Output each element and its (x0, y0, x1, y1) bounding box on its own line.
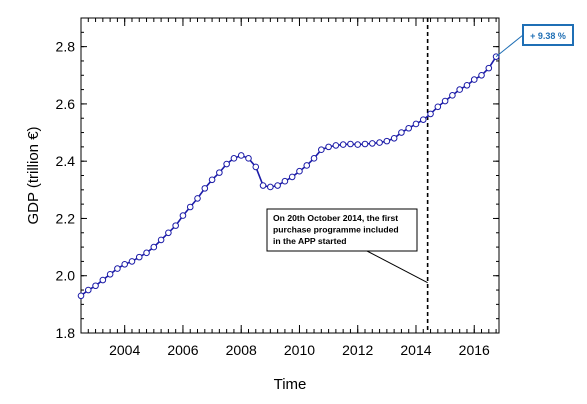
annotation-text-line: in the APP started (273, 236, 347, 246)
y-axis-ticks: 1.8 2.0 2.2 2.4 2.6 2.8 (56, 17, 499, 341)
annotation-leader-line (366, 250, 428, 284)
data-point (194, 195, 201, 202)
y-tick-label: 2.0 (56, 268, 76, 284)
data-point (223, 160, 230, 168)
data-point (412, 120, 420, 128)
data-point (434, 103, 442, 111)
end-badge-text: + 9.38 % (530, 31, 566, 41)
data-point (303, 162, 311, 169)
data-point (92, 282, 99, 290)
data-point (186, 203, 194, 211)
x-axis-label: Time (274, 376, 307, 393)
series-line (80, 56, 497, 297)
data-point (157, 236, 165, 244)
axes: 2004 2006 2008 2010 2012 2014 2016 1.8 2.0 2.2 2.… (56, 17, 500, 358)
annotation-text-line: On 20th October 2014, the first (273, 213, 398, 223)
data-point (114, 265, 121, 272)
data-point (485, 64, 493, 72)
data-point (347, 140, 354, 148)
y-axis-label: GDP (trillion €) (25, 126, 42, 224)
data-point (172, 222, 179, 229)
y-tick-label: 2.8 (56, 39, 76, 55)
data-point (419, 116, 427, 123)
data-point (296, 167, 303, 175)
annotation-box (266, 208, 418, 252)
data-point (179, 212, 187, 219)
data-point (463, 81, 471, 89)
data-point (376, 139, 383, 146)
data-point (398, 129, 405, 136)
data-point (165, 229, 172, 237)
data-point (84, 286, 92, 294)
x-tick-label: 2014 (400, 342, 431, 358)
data-point (77, 292, 85, 300)
data-point (201, 185, 209, 192)
x-tick-label: 2016 (459, 342, 490, 358)
data-point (143, 249, 150, 257)
annotation-group: On 20th October 2014, the first purchase … (266, 208, 428, 284)
data-point (449, 92, 456, 99)
data-point (274, 182, 281, 189)
data-point (208, 176, 216, 184)
x-axis-ticks: 2004 2006 2008 2010 2012 2014 2016 (80, 18, 497, 358)
data-point (252, 163, 260, 171)
data-point (361, 140, 369, 148)
x-tick-label: 2012 (342, 342, 373, 358)
data-point (339, 141, 347, 148)
data-point (281, 177, 289, 185)
data-point (106, 270, 114, 278)
data-point (354, 141, 362, 148)
y-tick-label: 2.4 (56, 153, 76, 169)
data-point (368, 140, 376, 147)
x-tick-label: 2004 (109, 342, 140, 358)
data-point (441, 97, 449, 105)
end-badge-group: + 9.38 % (495, 24, 574, 58)
data-point (470, 76, 478, 83)
badge-connector (495, 34, 524, 58)
y-tick-label: 1.8 (56, 325, 76, 341)
data-point (237, 152, 245, 159)
data-point (259, 182, 267, 189)
end-badge-box (522, 24, 574, 46)
data-point (288, 173, 296, 181)
data-point (427, 110, 434, 118)
data-point (121, 260, 128, 268)
data-point (318, 146, 325, 154)
data-point (390, 134, 398, 142)
y-tick-label: 2.6 (56, 96, 76, 112)
data-point (135, 253, 143, 261)
data-point (216, 169, 223, 176)
x-tick-label: 2006 (167, 342, 198, 358)
data-point (150, 243, 158, 251)
data-point (478, 71, 485, 79)
data-point (383, 137, 391, 145)
y-tick-label: 2.2 (56, 210, 76, 226)
data-point (310, 155, 318, 162)
data-point (325, 143, 332, 151)
x-tick-label: 2008 (226, 342, 257, 358)
data-point (230, 155, 238, 162)
data-point (245, 155, 252, 162)
data-point (99, 276, 107, 284)
data-point (267, 183, 274, 191)
annotation-text-line: purchase programme included (273, 225, 399, 235)
x-tick-label: 2010 (284, 342, 315, 358)
series-group (77, 53, 500, 300)
data-point (332, 142, 340, 149)
data-point (128, 258, 136, 265)
data-point (405, 124, 413, 132)
data-point (456, 86, 463, 93)
